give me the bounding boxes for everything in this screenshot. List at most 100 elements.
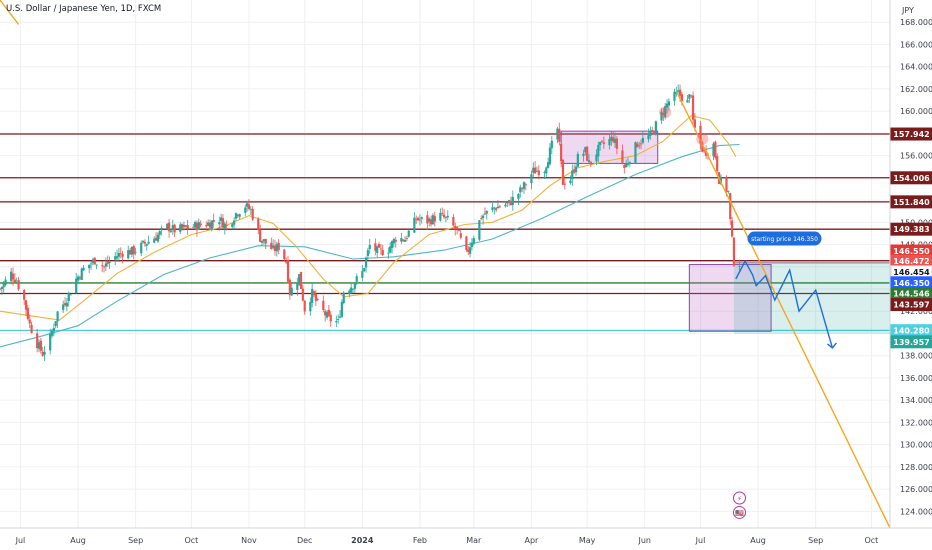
trend-lines <box>0 0 891 529</box>
range-box <box>688 264 772 332</box>
candle-body <box>433 216 436 222</box>
candle-body <box>688 94 691 99</box>
candle-body <box>560 143 563 162</box>
top-trend-line <box>0 0 20 25</box>
price-tag: 154.006 <box>890 171 932 185</box>
candle-body <box>288 279 291 295</box>
candle-body <box>649 131 652 136</box>
candle-body <box>517 193 520 199</box>
candle-body <box>519 187 522 193</box>
candle-body <box>65 302 68 307</box>
candle-body <box>115 256 119 259</box>
candle-body <box>82 267 85 271</box>
candle-body <box>543 172 546 173</box>
candle-body <box>325 312 329 318</box>
candle-body <box>701 142 704 152</box>
candle-body <box>13 279 16 283</box>
position-stop-zone <box>733 260 890 263</box>
candle-body <box>498 206 501 208</box>
candle-body <box>128 250 132 255</box>
short-position-tool[interactable] <box>733 260 890 334</box>
x-tick-label: 2024 <box>351 536 374 545</box>
candle-body <box>376 246 379 253</box>
candle-body <box>298 274 301 285</box>
price-tag-bg <box>890 171 932 185</box>
candle-body <box>402 239 405 241</box>
candle-body <box>147 241 150 244</box>
candle-body <box>576 153 579 167</box>
candle-body <box>28 319 31 324</box>
candle-body <box>586 146 589 161</box>
candle-body <box>415 219 418 221</box>
candle-body <box>394 239 397 242</box>
candle-body <box>54 321 57 326</box>
candle-body <box>693 119 697 128</box>
candle-body <box>426 215 429 224</box>
candle-body <box>582 153 585 157</box>
price-tag-label: 149.383 <box>893 225 929 234</box>
candle-body <box>725 177 728 193</box>
candle-body <box>166 223 169 229</box>
candle-body <box>145 244 148 246</box>
candle-body <box>52 327 55 332</box>
candle-body <box>342 292 345 304</box>
candle-body <box>363 268 366 272</box>
candle-body <box>247 204 251 209</box>
candle-body <box>41 351 44 356</box>
candle-body <box>301 288 304 301</box>
event-icon <box>732 491 746 505</box>
x-tick-label: Dec <box>297 536 312 545</box>
candle-body <box>530 174 533 184</box>
candle-body <box>322 300 325 311</box>
projection-arrowhead <box>826 342 837 349</box>
candle-body <box>220 217 223 222</box>
candle-body <box>673 91 676 101</box>
candle-body <box>199 223 202 226</box>
candle-body <box>171 225 174 231</box>
x-tick-label: Feb <box>413 536 427 545</box>
candle-body <box>680 94 683 102</box>
candle-body <box>660 111 663 121</box>
candle-body <box>732 237 736 266</box>
candle-body <box>368 244 371 250</box>
price-tag-bg <box>890 127 932 141</box>
candle-body <box>50 330 54 336</box>
y-tick-label: 164.000 <box>900 63 932 72</box>
candle-body <box>444 216 448 218</box>
price-tags: 157.942154.006151.840149.383146.550146.4… <box>890 127 932 349</box>
candle-body <box>49 333 52 351</box>
candle-body <box>225 225 228 226</box>
candle-body <box>104 263 108 267</box>
candle-body <box>714 141 717 158</box>
candle-body <box>140 242 143 254</box>
event-icon-glyph: ⚡ <box>737 495 742 503</box>
time-axis[interactable]: Jul Aug Sep Oct Nov Dec 2024 Feb Mar Apr May Jun Jul… <box>0 527 932 550</box>
x-tick-label: Mar <box>466 536 482 545</box>
candle-body <box>509 201 513 205</box>
candle-body <box>24 300 28 310</box>
candle-body <box>207 222 210 226</box>
price-tag-bg <box>890 195 932 209</box>
candle-body <box>727 191 730 193</box>
candle-body <box>69 294 72 296</box>
candle-body <box>117 253 121 257</box>
candle-body <box>481 215 485 219</box>
candle-body <box>186 224 189 229</box>
candle-body <box>221 218 225 228</box>
candle-body <box>612 137 615 142</box>
candle-body <box>573 169 576 173</box>
candle-body <box>264 238 267 244</box>
candle-body <box>249 208 252 210</box>
candle-body <box>108 261 111 263</box>
candle-body <box>234 213 238 219</box>
candle-body <box>130 246 134 255</box>
candle-body <box>119 253 122 255</box>
candle-body <box>361 271 364 278</box>
candle-body <box>4 279 7 285</box>
price-tag-label: 143.597 <box>893 301 929 310</box>
candle-body <box>351 288 355 290</box>
y-tick-label: 162.000 <box>900 85 932 94</box>
price-tag-label: 146.550 <box>893 247 930 256</box>
candle-body <box>56 311 59 322</box>
